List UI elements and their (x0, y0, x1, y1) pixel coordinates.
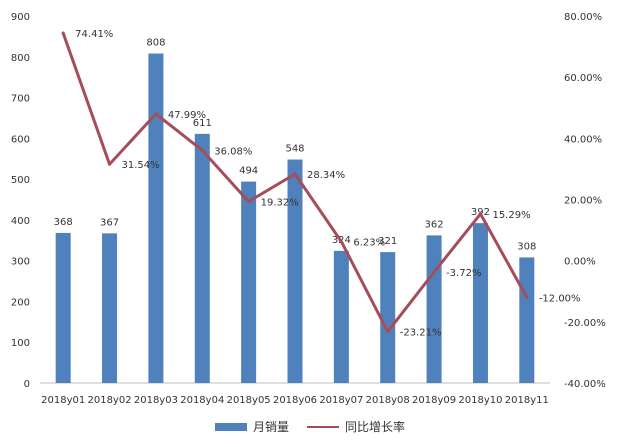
y-tick-label-0: 0 (24, 379, 30, 390)
legend-item-bar: 月销量 (214, 418, 289, 435)
line-label-10: -12.00% (539, 293, 581, 304)
x-tick-label-9: 2018y10 (458, 395, 502, 406)
legend: 月销量 同比增长率 (0, 418, 620, 435)
line-label-3: 36.08% (214, 146, 252, 157)
x-tick-label-1: 2018y02 (87, 395, 131, 406)
y-tick-label-8: 800 (11, 53, 30, 64)
y2-tick-label-1: -20.00% (564, 318, 606, 329)
x-tick-label-8: 2018y09 (412, 395, 456, 406)
line-point-9 (478, 212, 482, 216)
line-point-1 (108, 162, 112, 166)
y2-tick-label-5: 60.00% (564, 73, 602, 84)
legend-bar-label: 月销量 (252, 420, 289, 434)
bar-label-8: 362 (425, 219, 444, 230)
line-label-7: -23.21% (400, 328, 442, 339)
legend-line-label: 同比增长率 (345, 420, 406, 434)
y-tick-label-2: 200 (11, 297, 30, 308)
line-point-8 (432, 270, 436, 274)
line-label-6: 6.23% (353, 238, 385, 249)
bar-5 (287, 159, 303, 383)
bar-2 (148, 53, 164, 383)
line-point-2 (154, 112, 158, 116)
line-point-3 (200, 148, 204, 152)
x-tick-label-2: 2018y03 (134, 395, 178, 406)
bar-label-10: 308 (517, 241, 536, 252)
x-tick-label-0: 2018y01 (41, 395, 85, 406)
line-point-5 (293, 172, 297, 176)
y2-tick-label-6: 80.00% (564, 12, 602, 23)
x-tick-label-6: 2018y07 (319, 395, 363, 406)
bar-label-2: 808 (146, 38, 165, 49)
bar-label-7: 321 (378, 236, 397, 247)
legend-line-swatch (307, 425, 339, 428)
x-tick-label-10: 2018y11 (505, 395, 549, 406)
bar-label-3: 611 (193, 118, 212, 129)
bar-1 (102, 233, 118, 383)
line-label-4: 19.32% (261, 198, 299, 209)
y2-tick-label-4: 40.00% (564, 134, 602, 145)
bar-0 (55, 232, 71, 383)
y2-tick-label-3: 20.00% (564, 196, 602, 207)
line-point-4 (247, 200, 251, 204)
line-point-10 (525, 295, 529, 299)
y2-tick-label-2: 0.00% (564, 257, 596, 268)
y-tick-label-5: 500 (11, 175, 30, 186)
line-label-8: -3.72% (446, 268, 481, 279)
line-label-5: 28.34% (307, 170, 345, 181)
bar-label-1: 367 (100, 217, 119, 228)
bar-label-4: 494 (239, 166, 258, 177)
bar-9 (472, 223, 488, 383)
bar-label-0: 368 (54, 217, 73, 228)
y-tick-label-3: 300 (11, 257, 30, 268)
bar-10 (519, 257, 535, 383)
line-label-9: 15.29% (492, 210, 530, 221)
line-label-0: 74.41% (75, 29, 113, 40)
bar-label-5: 548 (285, 144, 304, 155)
x-tick-label-3: 2018y04 (180, 395, 224, 406)
y-tick-label-7: 700 (11, 94, 30, 105)
line-point-7 (386, 330, 390, 334)
line-label-2: 47.99% (168, 110, 206, 121)
bar-4 (241, 181, 257, 383)
bar-6 (333, 250, 349, 383)
y-tick-label-1: 100 (11, 338, 30, 349)
bar-3 (194, 133, 210, 383)
x-tick-label-5: 2018y06 (273, 395, 317, 406)
x-tick-label-4: 2018y05 (227, 395, 271, 406)
y-tick-label-4: 400 (11, 216, 30, 227)
bar-8 (426, 235, 442, 383)
legend-item-line: 同比增长率 (307, 418, 405, 435)
legend-bar-swatch (214, 422, 247, 431)
y-tick-label-9: 900 (11, 12, 30, 23)
combo-chart: 0 100 200 300 400 500 600 700 800 900 -40.00% -20.0… (11, 12, 606, 406)
x-tick-label-7: 2018y08 (366, 395, 410, 406)
y2-tick-label-0: -40.00% (564, 379, 606, 390)
line-point-0 (61, 31, 65, 35)
line-point-6 (339, 240, 343, 244)
y-tick-label-6: 600 (11, 134, 30, 145)
line-label-1: 31.54% (122, 160, 160, 171)
bar-7 (380, 252, 396, 383)
